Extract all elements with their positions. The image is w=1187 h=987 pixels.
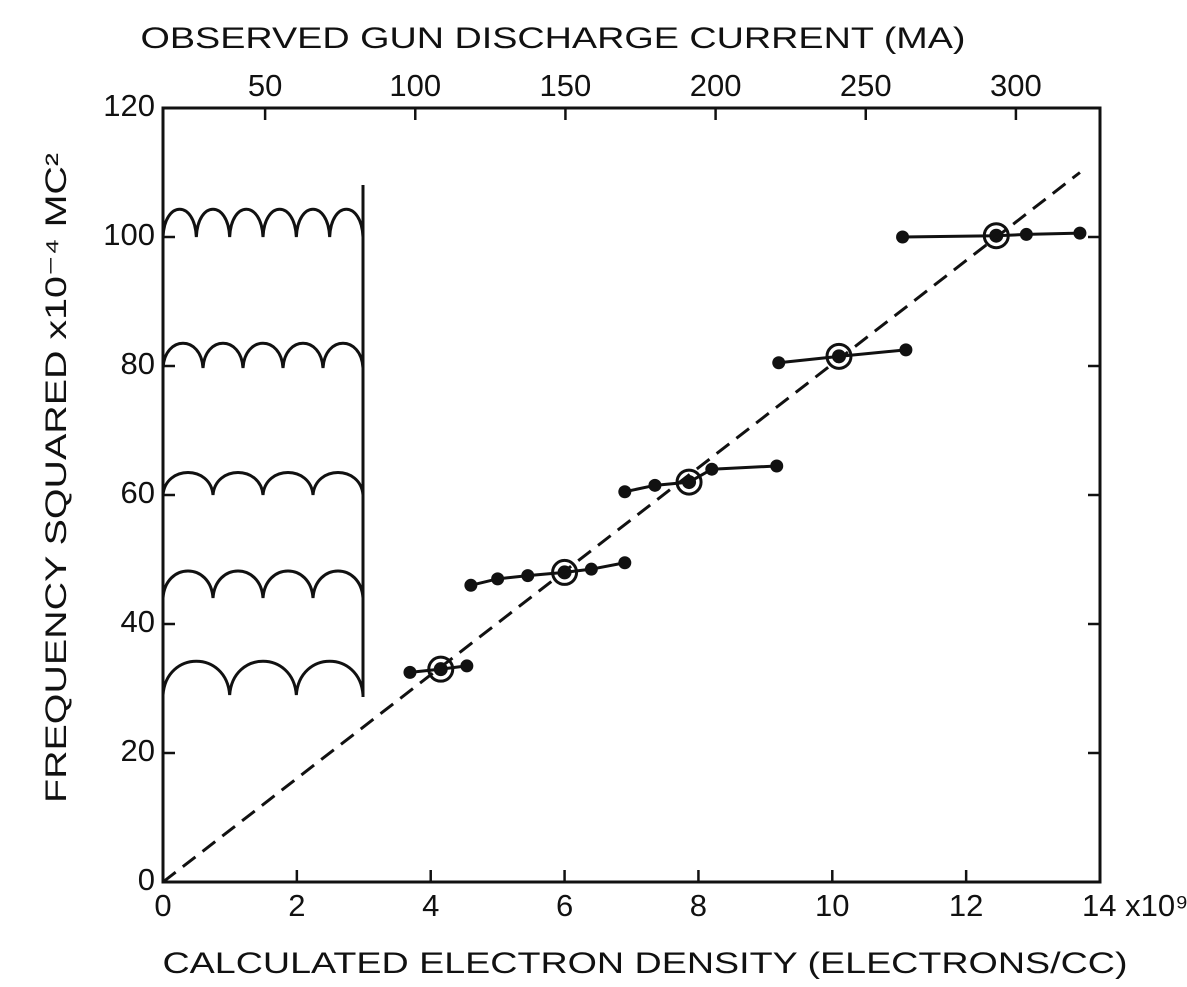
point	[464, 578, 478, 592]
point	[618, 556, 632, 570]
waveform	[161, 341, 365, 369]
x2-tick-label: 50	[248, 68, 282, 103]
x-tick-label: 0	[154, 888, 171, 923]
point	[705, 462, 719, 476]
circled-point	[551, 558, 579, 586]
x-tick-label: 14 x10⁹	[1082, 888, 1187, 923]
x-tick-label: 6	[556, 888, 573, 923]
y-tick-label: 80	[121, 346, 155, 381]
point	[584, 562, 598, 576]
point	[618, 485, 632, 499]
point	[899, 343, 913, 357]
waveform	[161, 471, 365, 496]
x2-tick-label: 150	[540, 68, 592, 103]
point	[1073, 226, 1087, 240]
y-tick-label: 0	[138, 862, 155, 897]
point	[491, 572, 505, 586]
point	[1019, 227, 1033, 241]
x-tick-label: 4	[422, 888, 439, 923]
y-axis-title: FREQUENCY SQUARED x10⁻⁴ MC²	[40, 153, 73, 803]
point	[770, 459, 784, 473]
x-tick-label: 10	[815, 888, 849, 923]
trend-line	[162, 171, 1081, 884]
x-tick-label: 2	[288, 888, 305, 923]
x2-tick-label: 100	[389, 68, 441, 103]
y-tick-label: 20	[121, 733, 155, 768]
x2-tick-label: 200	[690, 68, 742, 103]
x-axis-title: CALCULATED ELECTRON DENSITY (ELECTRONS/C…	[163, 947, 1128, 980]
series-line	[902, 231, 1080, 239]
y-tick-label: 100	[103, 217, 155, 252]
waveform-inset	[161, 185, 365, 697]
x2-axis-title: OBSERVED GUN DISCHARGE CURRENT (MA)	[141, 22, 966, 55]
circled-point	[982, 222, 1010, 250]
point	[403, 665, 417, 679]
x-tick-label: 8	[690, 888, 707, 923]
y-tick-label: 120	[103, 88, 155, 123]
waveform	[161, 659, 365, 696]
circled-point	[825, 342, 853, 370]
circled-point	[427, 655, 455, 683]
circled-point	[675, 468, 703, 496]
y-tick-label: 40	[121, 604, 155, 639]
waveform	[161, 569, 365, 599]
waveform	[161, 207, 365, 238]
y-tick-label: 60	[121, 475, 155, 510]
point	[648, 478, 662, 492]
point	[460, 659, 474, 673]
point	[772, 356, 786, 370]
point	[896, 230, 910, 244]
x2-tick-label: 250	[840, 68, 892, 103]
x-tick-label: 12	[949, 888, 983, 923]
x2-tick-label: 300	[990, 68, 1042, 103]
point	[521, 569, 535, 583]
plot-frame	[161, 106, 1102, 884]
